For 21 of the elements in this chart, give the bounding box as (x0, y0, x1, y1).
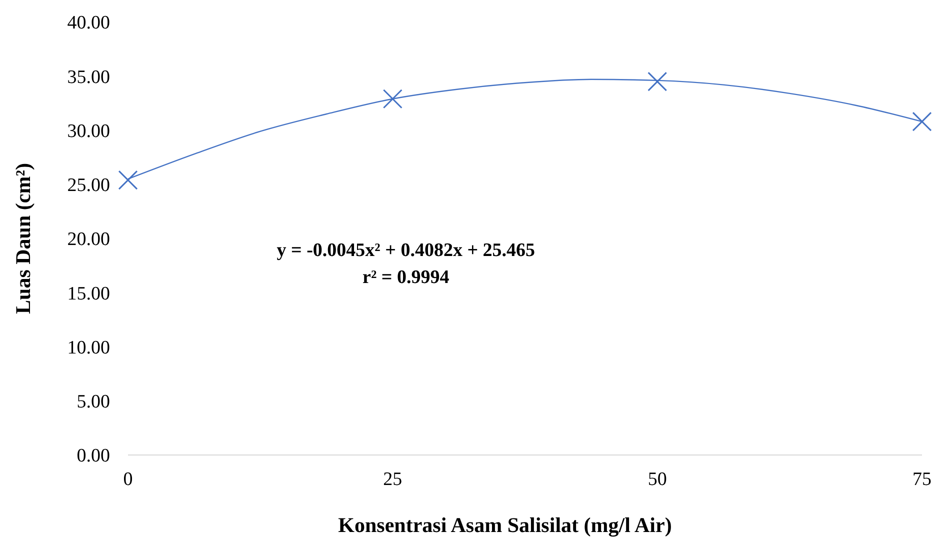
y-tick-label: 15.00 (67, 283, 110, 304)
annotation: y = -0.0045x² + 0.4082x + 25.465 (276, 240, 536, 261)
x-tick-label: 50 (648, 469, 667, 490)
point (648, 72, 668, 92)
y-tick-label: 40.00 (67, 12, 110, 34)
y-tick-label: 20.00 (67, 229, 110, 250)
y-tick-label: 5.00 (76, 392, 110, 413)
x-tick-label: 0 (123, 469, 133, 490)
point (382, 89, 402, 109)
x-tick-label: 25 (383, 469, 402, 490)
x-axis-title: Konsentrasi Asam Salisilat (mg/l Air) (338, 513, 672, 537)
y-tick-label: 35.00 (67, 66, 110, 88)
point (912, 112, 932, 132)
y-tick-label: 10.00 (67, 337, 110, 358)
point (118, 170, 138, 190)
annotation: r² = 0.9994 (362, 266, 450, 288)
x-tick-label: 75 (912, 469, 932, 490)
y-tick-label: 30.00 (67, 120, 110, 142)
y-axis-title: Luas Daun (cm²) (11, 163, 35, 314)
y-tick-label: 25.00 (67, 175, 110, 196)
y-tick-label: 0.00 (76, 446, 110, 467)
